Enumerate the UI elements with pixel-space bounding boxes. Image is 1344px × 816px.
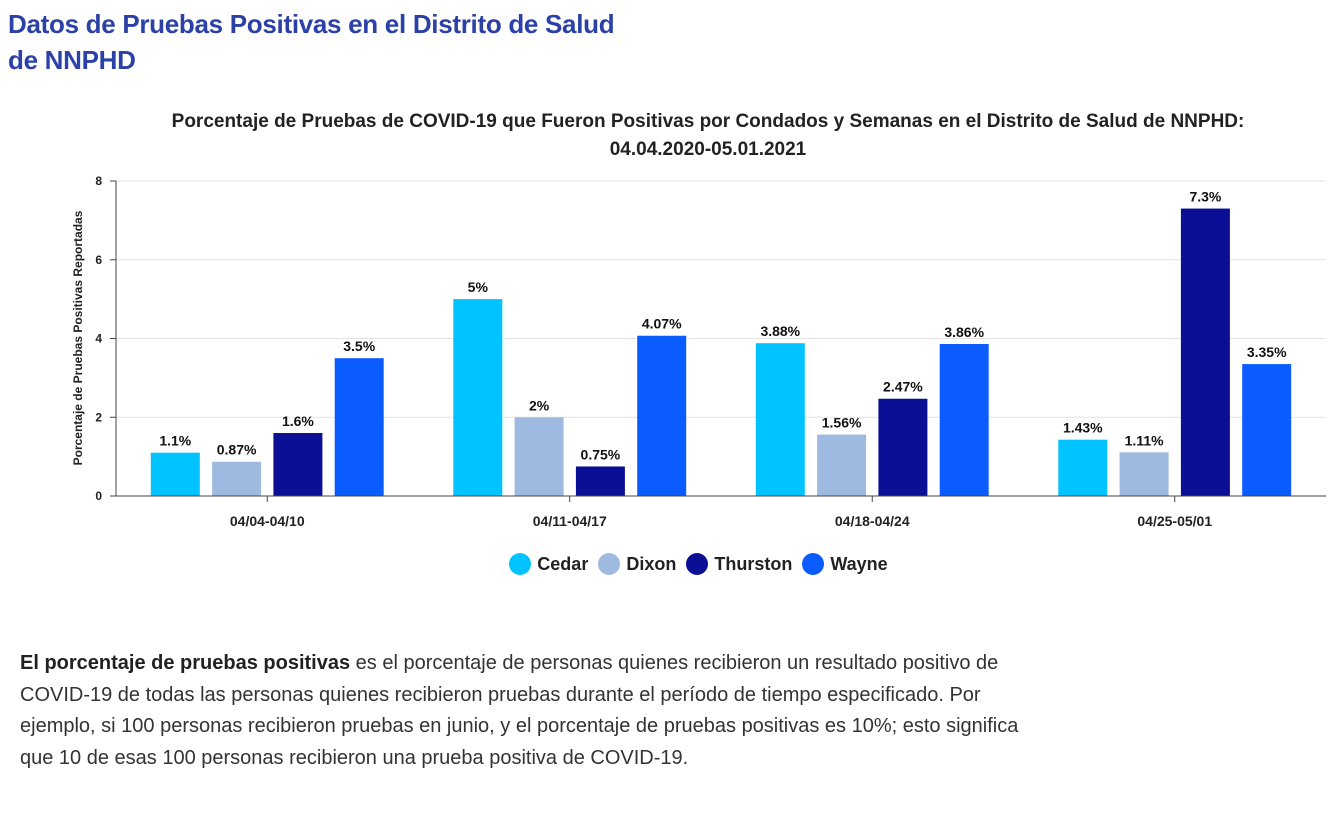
page-title: Datos de Pruebas Positivas en el Distrit… — [8, 9, 615, 75]
bar-wayne — [1242, 364, 1292, 496]
data-label: 4.07% — [642, 316, 682, 332]
legend-swatch — [598, 553, 621, 575]
legend-swatch — [802, 553, 825, 575]
legend-label: Wayne — [830, 553, 888, 574]
legend-label: Cedar — [537, 553, 589, 574]
bar-cedar — [150, 452, 200, 496]
bar-wayne — [334, 358, 384, 496]
data-label: 3.5% — [343, 338, 375, 354]
data-label: 3.88% — [760, 323, 800, 339]
legend-item-thurston[interactable]: Thurston — [686, 553, 792, 575]
data-label: 2% — [529, 397, 550, 413]
bar-dixon — [514, 417, 564, 496]
chart-title: Porcentaje de Pruebas de COVID-19 que Fu… — [171, 111, 1245, 132]
data-label: 5% — [468, 279, 489, 295]
data-label: 3.35% — [1247, 344, 1287, 360]
data-label: 1.1% — [159, 433, 191, 449]
data-label: 2.47% — [883, 379, 923, 395]
definition-paragraph: El porcentaje de pruebas positivas es el… — [20, 648, 1030, 774]
y-axis-title: Porcentaje de Pruebas Positivas Reportad… — [71, 210, 85, 466]
legend-swatch — [509, 553, 532, 575]
x-tick-label: 04/04-04/10 — [230, 513, 305, 529]
y-tick-label: 8 — [95, 174, 102, 188]
chart-legend: Cedar Dixon Thurston Wayne — [0, 553, 1344, 575]
bar-thurston — [878, 398, 928, 496]
y-tick-label: 2 — [95, 410, 102, 424]
bar-wayne — [637, 335, 687, 496]
bar-cedar — [453, 299, 503, 496]
legend-swatch — [686, 553, 709, 575]
bar-thurston — [1180, 208, 1230, 496]
definition-text: es el porcentaje de personas quienes rec… — [20, 652, 1019, 769]
data-label: 1.6% — [282, 413, 314, 429]
bar-cedar — [755, 343, 805, 496]
y-tick-label: 6 — [95, 253, 102, 267]
bar-thurston — [273, 433, 323, 496]
bar-dixon — [212, 461, 262, 496]
legend-item-cedar[interactable]: Cedar — [509, 553, 588, 575]
bar-thurston — [575, 466, 625, 496]
data-label: 1.11% — [1125, 432, 1164, 448]
bar-dixon — [817, 434, 867, 496]
data-label: 3.86% — [944, 324, 984, 340]
data-label: 1.56% — [822, 415, 862, 431]
definition-term: El porcentaje de pruebas positivas — [20, 652, 351, 674]
data-label: 1.43% — [1063, 420, 1103, 436]
data-label: 7.3% — [1189, 189, 1221, 205]
data-label: 0.75% — [581, 446, 621, 462]
y-tick-label: 0 — [95, 489, 102, 503]
bar-cedar — [1058, 439, 1108, 496]
x-tick-label: 04/25-05/01 — [1137, 513, 1212, 529]
data-label: 0.87% — [217, 442, 257, 458]
chart-subtitle: 04.04.2020-05.01.2021 — [609, 139, 807, 160]
legend-item-wayne[interactable]: Wayne — [802, 553, 888, 575]
x-tick-label: 04/18-04/24 — [835, 513, 910, 529]
bar-wayne — [939, 344, 989, 496]
chart-title-block: Porcentaje de Pruebas de COVID-19 que Fu… — [100, 108, 1316, 164]
legend-label: Dixon — [626, 553, 677, 574]
legend-label: Thurston — [714, 553, 793, 574]
y-tick-label: 4 — [95, 332, 102, 346]
bar-dixon — [1119, 452, 1169, 496]
legend-item-dixon[interactable]: Dixon — [598, 553, 676, 575]
bar-chart: 0 2 4 6 8 1.1% 0.87% 1.6% 3.5% 04/04-04/10 5% 2% 0.7… — [95, 174, 1326, 529]
x-tick-label: 04/11-04/17 — [533, 513, 607, 529]
